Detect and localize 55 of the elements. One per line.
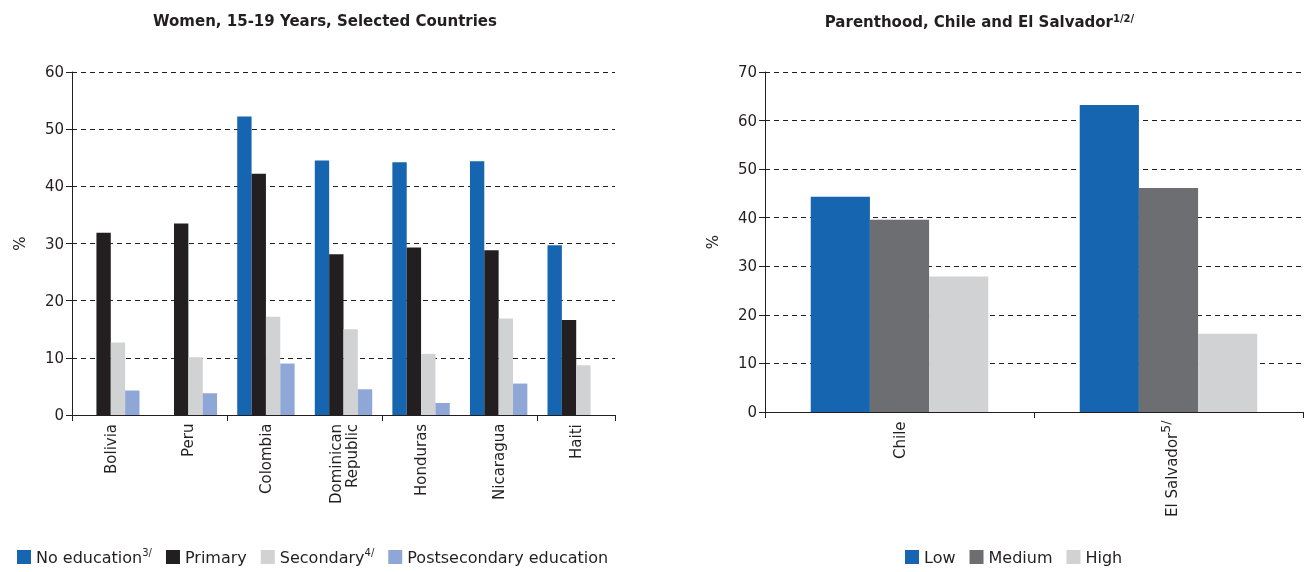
bar [202,393,218,415]
bar [110,342,126,415]
chart-title: Women, 15-19 Years, Selected Countries [153,11,498,30]
y-tick-label: 60 [44,63,64,81]
y-tick-label: 20 [44,291,64,310]
bar [1079,105,1139,412]
x-tick-label: Dominican Republic [326,424,361,507]
bar [435,403,450,415]
x-tick-label: Peru [179,424,198,460]
y-axis-title: % [703,234,722,250]
y-axis-title: % [10,236,29,251]
x-tick-label: Bolivia [101,424,120,477]
bar [314,160,330,415]
bar [929,276,989,412]
legend-label: Medium [988,547,1053,567]
x-tick-label: Nicaragua [489,424,508,503]
y-tick-label: 0 [747,403,757,421]
bar [498,318,513,415]
legend-label: High [1085,547,1123,567]
bar [1138,188,1199,412]
y-tick-label: 0 [54,406,64,424]
y-tick-label: 10 [44,348,64,367]
bar [1198,333,1258,412]
y-tick-label: 40 [737,208,757,227]
y-tick-label: 50 [737,160,757,179]
y-tick-label: 70 [737,63,757,81]
bar [280,363,295,415]
y-tick-label: 10 [737,354,757,373]
y-tick-label: 30 [737,257,757,276]
x-tick-label: Colombia [256,424,275,497]
y-tick-label: 50 [44,120,64,139]
x-tick-label: Chile [890,421,909,461]
bar [869,219,930,412]
legend-label: Primary [184,547,247,567]
bar [810,196,870,412]
y-tick-label: 20 [737,305,757,324]
bar [343,329,358,415]
bar [547,245,562,415]
bar [357,389,373,415]
bar [576,365,591,415]
bar [421,353,436,415]
x-tick-label: Honduras [412,424,431,499]
bar [392,162,407,415]
y-tick-label: 30 [44,234,64,253]
y-tick-label: 40 [44,177,64,196]
legend-label: Postsecondary education [407,547,609,567]
bar [265,316,281,415]
bar [469,161,485,415]
x-tick-label: Haiti [567,424,586,461]
legend-label: Low [924,547,956,567]
y-tick-label: 60 [737,111,757,130]
bar [125,390,140,415]
bar [512,383,528,415]
bar [188,357,203,415]
bar [237,116,252,415]
